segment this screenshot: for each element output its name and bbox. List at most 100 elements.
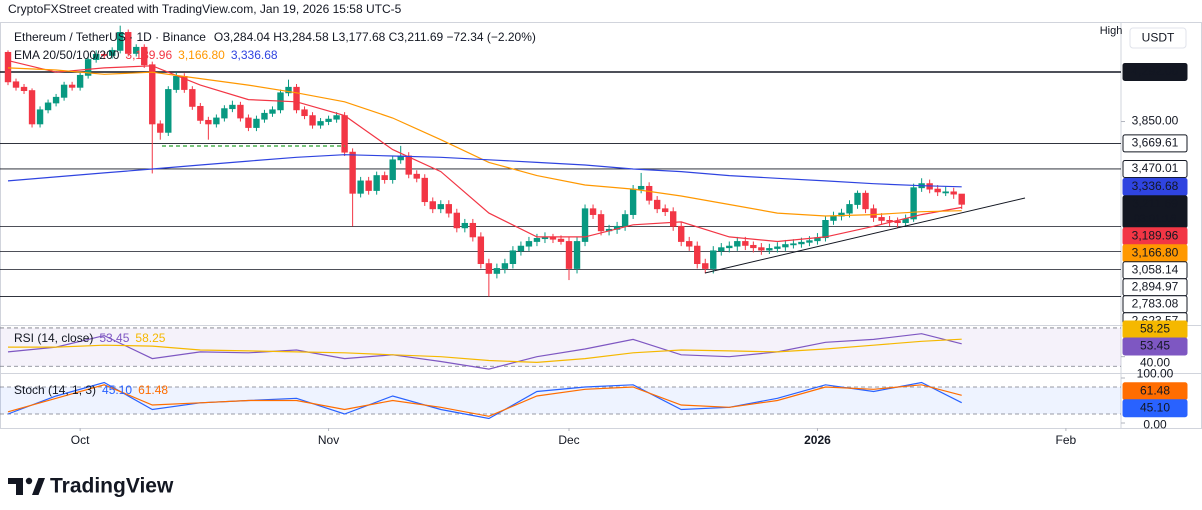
candle-body [621, 214, 629, 227]
candle-body [637, 185, 645, 190]
candle-body [349, 151, 356, 194]
scale-mode: High [1100, 25, 1123, 37]
x-tick-label: Nov [318, 433, 339, 447]
y-tick-label: 40.00 [1140, 356, 1170, 370]
logo-mark [25, 477, 33, 485]
axis-label-box [1122, 159, 1188, 178]
candle-body [381, 175, 388, 180]
candle-body [597, 214, 605, 232]
candle-body [437, 204, 444, 210]
series-line [7, 384, 962, 417]
series-line [7, 381, 962, 420]
candle-body [485, 263, 493, 274]
series-value-label: 45.10 [1140, 400, 1170, 414]
y-tick-label: 100.00 [1137, 366, 1174, 380]
candle-body [28, 90, 36, 125]
candle-body [854, 192, 861, 205]
candle-body [846, 204, 853, 214]
candle-body [84, 59, 92, 76]
candle-body [453, 212, 461, 229]
series-value-label: 3,166.80 [1132, 245, 1179, 259]
candle-body [36, 109, 44, 125]
rsi-pane [0, 327, 1121, 370]
axis-label-box [1122, 134, 1188, 153]
x-tick-label: Dec [558, 433, 579, 447]
candle-body [44, 102, 52, 111]
candle-body [822, 220, 829, 239]
candle-body [806, 240, 813, 243]
y-tick-label: 3,850.00 [1132, 114, 1179, 128]
series-line [8, 338, 962, 364]
candle-body [157, 123, 164, 133]
candle-body [149, 64, 156, 125]
candle-body [76, 74, 84, 88]
candle-body [686, 241, 693, 247]
candle-body [517, 245, 525, 252]
candle-body [52, 96, 60, 104]
logo-mark [32, 478, 45, 495]
candle-body [117, 32, 124, 51]
candle-body [165, 89, 172, 133]
candle-body [357, 180, 364, 194]
candle-body [734, 241, 741, 247]
x-tick-label: 2026 [804, 433, 831, 447]
series-value-label: 61.48 [1140, 383, 1170, 397]
candle-body [429, 201, 436, 210]
candle-body [68, 84, 76, 88]
candle-body [645, 185, 653, 201]
candle-body [108, 49, 116, 56]
candle-body [333, 115, 340, 120]
legend: EMA 20/50/100/200 3,189.96 3,166.80 3,336.6… [14, 48, 278, 62]
candle-body [718, 247, 725, 252]
trend-line [704, 197, 1026, 274]
candle-body [173, 76, 180, 90]
candle-body [221, 108, 228, 119]
candle-body [445, 204, 452, 214]
candle-body [317, 121, 324, 126]
axis-label-box [1122, 337, 1188, 356]
candle-body [493, 268, 501, 274]
candle-body [629, 188, 637, 215]
candle-body [373, 175, 380, 191]
candle-body [878, 217, 885, 221]
level-label: 3,470.01 [1132, 161, 1179, 175]
candle-body [125, 32, 132, 54]
candle-body [565, 241, 573, 269]
x-tick-label: Feb [1056, 433, 1077, 447]
candle-body [661, 208, 669, 213]
candle-body [541, 237, 549, 240]
x-tick-label: Oct [71, 433, 90, 447]
candle-body [501, 263, 509, 269]
legend-item: 53.45 [99, 331, 129, 345]
legend-item: O3,284.04 H3,284.58 L3,177.68 C3,211.69 … [214, 30, 536, 44]
candle-body [293, 86, 300, 111]
candle-body [325, 118, 332, 122]
price-axis: 4,292.00 3,850.00 3,669.61 3,470.01 3,336.68… [1121, 62, 1188, 431]
price-pane [0, 25, 1121, 297]
series-line [7, 154, 962, 188]
axis-label-box [1122, 62, 1188, 81]
legend-item: Ethereum / TetherUS · 1D · Binance [14, 30, 206, 44]
legend: Stoch (14, 1, 3) 45.10 61.48 [14, 383, 168, 397]
candle-body [694, 245, 701, 265]
candle-body [461, 222, 469, 229]
legend-item: 61.48 [138, 383, 168, 397]
candle-body [205, 119, 212, 125]
candle-body [365, 180, 372, 191]
candle-body [301, 109, 308, 117]
logo-mark [8, 478, 23, 484]
candle-body [269, 109, 276, 114]
legend: RSI (14, close) 53.45 58.25 [14, 331, 166, 345]
series-value-label: 3,189.96 [1132, 228, 1179, 242]
candle-body [20, 86, 28, 92]
candle-body [702, 263, 709, 269]
candle-body [950, 191, 957, 195]
candle-body [421, 177, 428, 203]
candle-body [189, 89, 196, 107]
candle-body [710, 250, 717, 269]
candle-body [237, 104, 244, 119]
legend: Ethereum / TetherUS · 1D · Binance O3,284… [14, 30, 536, 44]
candle-body [581, 208, 589, 242]
currency-box[interactable] [1129, 27, 1187, 49]
